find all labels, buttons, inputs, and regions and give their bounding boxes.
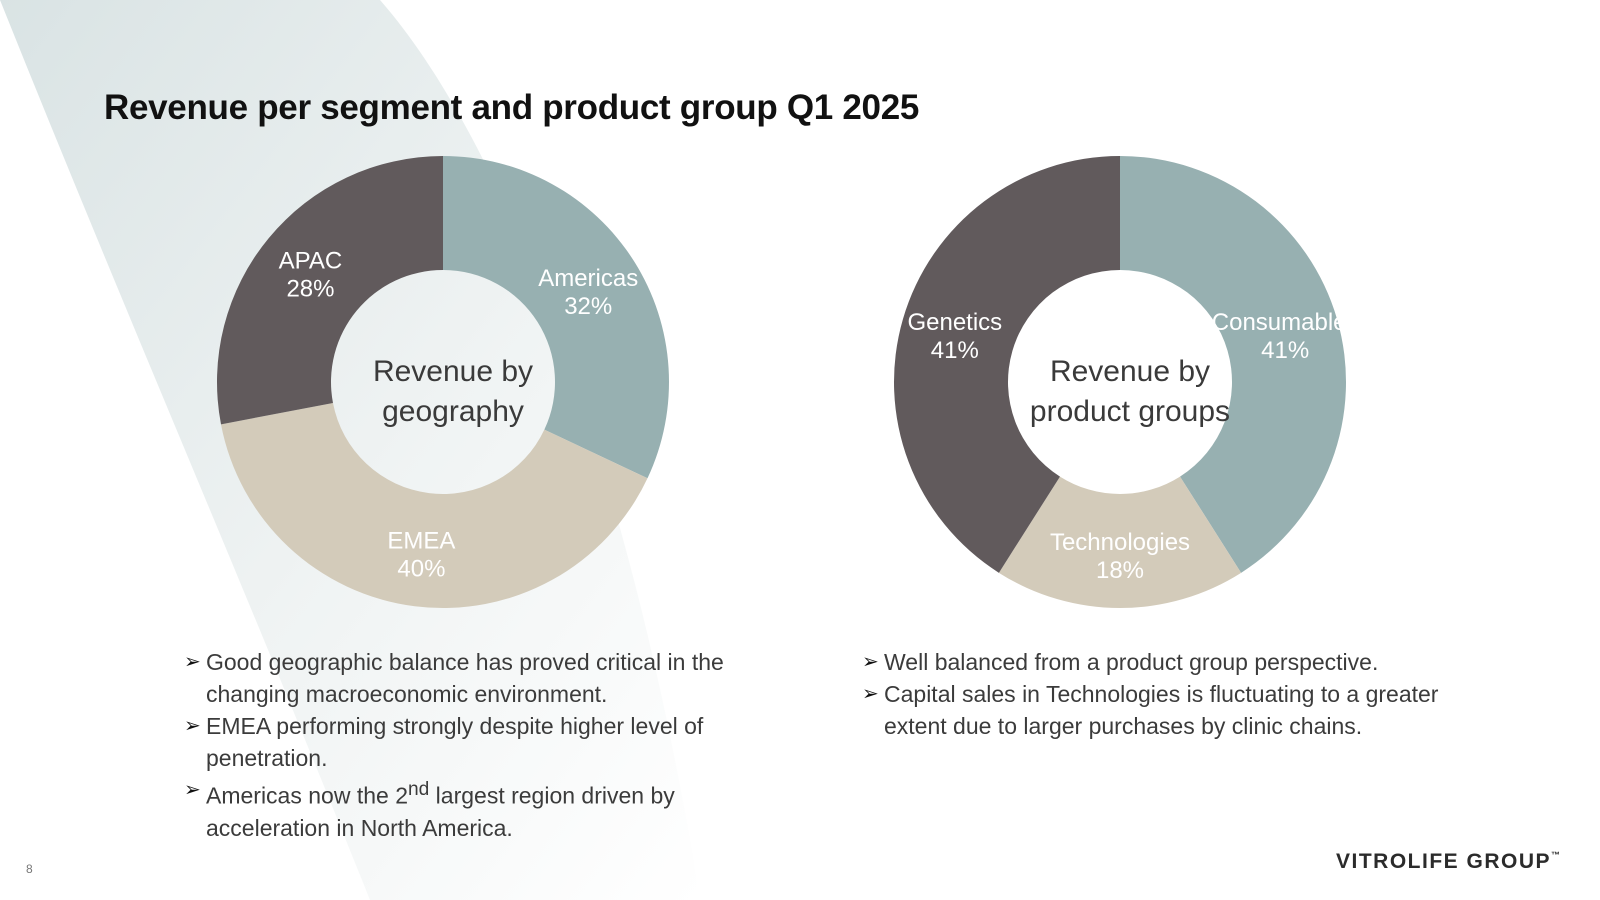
geography-slice-apac <box>217 156 443 425</box>
product-center-line-1: Revenue by <box>1049 355 1211 388</box>
geography-center-line-1: Revenue by <box>372 355 534 388</box>
product-label-consumables: Consumables <box>1212 309 1359 336</box>
product-slice-genetics <box>894 156 1120 573</box>
geography-pct-apac: 28% <box>286 275 334 302</box>
product-label-genetics: Genetics <box>907 309 1002 336</box>
product-center-line-2: product groups <box>1029 395 1231 428</box>
product-slice-technologies <box>998 476 1242 608</box>
product-bullet-list: ➢ Well balanced from a product group pers… <box>862 646 1462 742</box>
product-pct-genetics: 41% <box>931 337 979 364</box>
product-pct-technologies: 18% <box>1096 557 1144 584</box>
bullet-item: ➢ Well balanced from a product group pers… <box>862 646 1462 678</box>
bullet-item: ➢ Capital sales in Technologies is fluctu… <box>862 678 1462 742</box>
geography-pct-americas: 32% <box>564 293 612 320</box>
geography-label-emea: EMEA <box>387 528 455 555</box>
company-logo: VITROLIFE GROUP™ <box>1335 850 1560 873</box>
product-label-technologies: Technologies <box>1050 529 1190 556</box>
arrow-bullet-icon: ➢ <box>184 779 201 801</box>
page-title: Revenue per segment and product group Q1… <box>104 88 920 127</box>
bullet-item: ➢ Americas now the 2nd largest region dri… <box>184 774 744 844</box>
geography-label-americas: Americas <box>538 265 638 292</box>
bullet-item: ➢ Good geographic balance has proved crit… <box>184 646 744 710</box>
arrow-bullet-icon: ➢ <box>184 715 201 737</box>
product-slice-consumables <box>1120 156 1346 573</box>
geography-center-label: Revenue by geography <box>333 352 573 432</box>
geography-center-line-2: geography <box>382 395 524 428</box>
geography-pct-emea: 40% <box>397 556 445 583</box>
geography-label-apac: APAC <box>279 247 343 274</box>
geography-slice-americas <box>443 156 669 479</box>
arrow-bullet-icon: ➢ <box>862 651 879 673</box>
geography-bullet-list: ➢ Good geographic balance has proved crit… <box>184 646 744 844</box>
geography-slice-emea <box>221 402 648 608</box>
product-center-label: Revenue by product groups <box>1010 352 1250 432</box>
bullet-item: ➢ EMEA performing strongly despite higher… <box>184 710 744 774</box>
page-number: 8 <box>26 862 33 876</box>
arrow-bullet-icon: ➢ <box>184 651 201 673</box>
arrow-bullet-icon: ➢ <box>862 683 879 705</box>
product-pct-consumables: 41% <box>1261 337 1309 364</box>
